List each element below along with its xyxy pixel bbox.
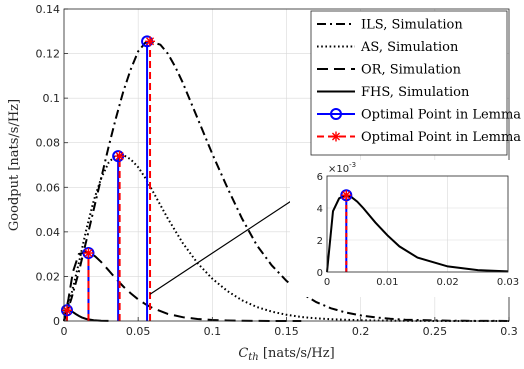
series-line-0 bbox=[63, 40, 510, 322]
lemma2-marker-3-stroke-3 bbox=[146, 37, 155, 46]
inset-fhs-line bbox=[326, 194, 509, 273]
inset-ticks: 0 0.01 0.02 0.03 0 2 4 6 bbox=[317, 172, 520, 288]
lemma2-marker-2-stroke-3 bbox=[115, 152, 124, 161]
y-tick-label-3: 0.06 bbox=[36, 181, 61, 194]
lemma2-marker-0 bbox=[61, 305, 72, 316]
y-tick-label-5: 0.1 bbox=[43, 92, 61, 105]
legend-label-0: ILS, Simulation bbox=[361, 18, 463, 33]
lemma2-marker-2 bbox=[114, 151, 125, 162]
lemma2-marker-1 bbox=[83, 248, 94, 259]
inset-series bbox=[326, 189, 509, 273]
x-tick-label-5: 0.25 bbox=[423, 325, 448, 338]
legend-marker-5-stroke-3 bbox=[331, 132, 341, 141]
x-axis-label: Cth [nats/s/Hz] bbox=[238, 346, 334, 363]
legend: ILS, Simulation AS, Simulation OR, Simulat… bbox=[310, 10, 524, 156]
inset-y-scale-label: ×10-3 bbox=[328, 161, 356, 175]
inset-y-tick-label-3: 6 bbox=[317, 172, 323, 183]
inset-y-tick-label-0: 0 bbox=[317, 268, 323, 279]
legend-label-1: AS, Simulation bbox=[360, 40, 459, 55]
legend-marker-4 bbox=[330, 108, 342, 120]
x-tick-label-6: 0.3 bbox=[500, 325, 518, 338]
y-tick-label-4: 0.08 bbox=[36, 137, 61, 150]
x-tick-label-2: 0.1 bbox=[204, 325, 222, 338]
inset-x-tick-label-3: 0.03 bbox=[497, 277, 519, 288]
main-markers bbox=[60, 35, 156, 321]
inset-y-tick-label-1: 2 bbox=[317, 236, 323, 247]
legend-items: ILS, Simulation AS, Simulation OR, Simulat… bbox=[317, 18, 524, 145]
y-tick-label-2: 0.04 bbox=[36, 226, 61, 239]
inset-x-tick-label-0: 0 bbox=[324, 277, 330, 288]
legend-label-2: OR, Simulation bbox=[361, 63, 462, 78]
legend-label-3: FHS, Simulation bbox=[361, 85, 470, 100]
lemma2-marker-3 bbox=[145, 36, 156, 47]
x-tick-label-0: 0 bbox=[61, 325, 68, 338]
main-ticks: 0 0.05 0.1 0.15 0.2 0.25 0.3 0 0.02 0.04 0.06 0.08 0… bbox=[36, 3, 518, 338]
inset-frame bbox=[326, 175, 509, 273]
inset-lemma2-marker-stroke-3 bbox=[342, 191, 351, 200]
y-axis-label: Goodput [nats/s/Hz] bbox=[7, 99, 22, 231]
legend-marker-5 bbox=[331, 131, 341, 142]
lemma2-marker-0-stroke-3 bbox=[62, 306, 71, 315]
y-tick-label-7: 0.14 bbox=[36, 3, 61, 16]
x-tick-label-3: 0.15 bbox=[274, 325, 299, 338]
inset-x-tick-label-1: 0.01 bbox=[376, 277, 398, 288]
inset-chart: 0 0.01 0.02 0.03 0 2 4 6 ×10-3 bbox=[290, 160, 519, 297]
y-tick-label-0: 0 bbox=[53, 315, 60, 328]
legend-box bbox=[310, 10, 508, 156]
lemma2-marker-1-stroke-3 bbox=[84, 248, 93, 258]
inset-y-tick-label-2: 4 bbox=[317, 204, 323, 215]
x-tick-label-1: 0.05 bbox=[126, 325, 151, 338]
legend-label-5: Optimal Point in Lemma 2 bbox=[361, 130, 524, 145]
x-tick-label-4: 0.2 bbox=[352, 325, 370, 338]
inset-lemma2-marker bbox=[341, 190, 352, 201]
y-tick-label-6: 0.12 bbox=[36, 48, 61, 61]
y-tick-label-1: 0.02 bbox=[36, 270, 61, 283]
inset-x-tick-label-2: 0.02 bbox=[437, 277, 459, 288]
series-line-1 bbox=[63, 152, 509, 322]
legend-label-4: Optimal Point in Lemma 1 bbox=[361, 108, 524, 123]
